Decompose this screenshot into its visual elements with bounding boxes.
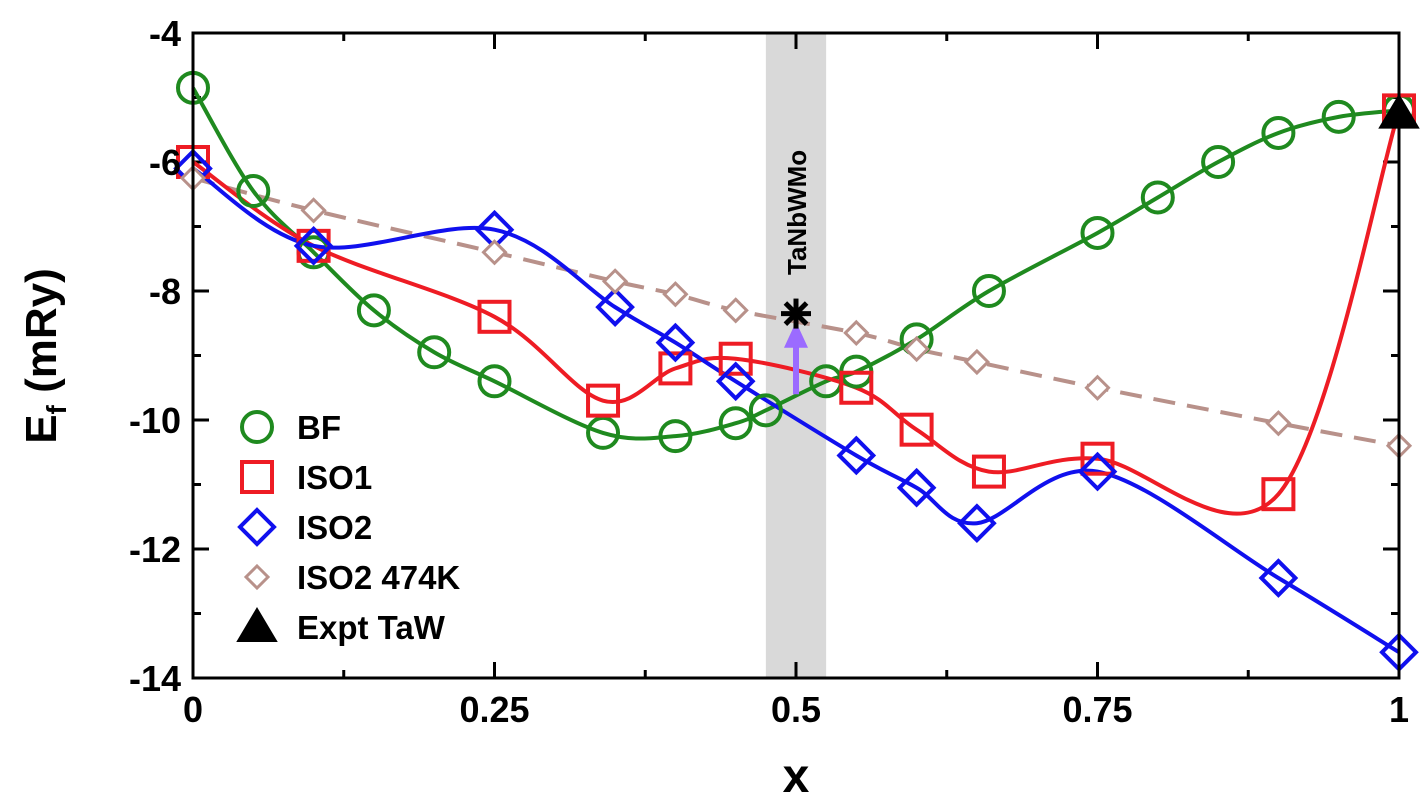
marker-iso2 xyxy=(957,503,997,544)
y-axis-title: Ef (mRy) xyxy=(17,268,72,444)
legend-marker-iso2-474k xyxy=(243,563,271,591)
marker-iso1 xyxy=(899,412,934,447)
marker-iso2 xyxy=(293,226,334,266)
y-tick-label: -6 xyxy=(149,142,181,183)
marker-iso2 xyxy=(896,467,937,508)
legend-marker-iso1 xyxy=(240,460,274,494)
marker-bf xyxy=(1321,99,1356,134)
marker-bf xyxy=(477,364,512,399)
legend-marker-expt-taw xyxy=(236,607,278,642)
marker-iso1 xyxy=(971,454,1006,489)
y-axis-title-unit: (mRy) xyxy=(17,268,66,405)
marker-iso1 xyxy=(718,341,753,376)
x-tick-label: 0.25 xyxy=(459,689,529,730)
marker-iso2-474k xyxy=(601,268,629,295)
marker-bf xyxy=(356,293,391,328)
marker-bf xyxy=(718,406,753,441)
marker-iso1 xyxy=(658,351,693,386)
marker-iso2-474k xyxy=(903,335,930,363)
arrow-head xyxy=(784,321,808,348)
marker-bf xyxy=(586,415,621,450)
marker-iso2 xyxy=(715,361,756,402)
y-axis-title-main: E xyxy=(17,414,66,443)
y-tick-label: -10 xyxy=(129,400,181,441)
marker-bf xyxy=(658,419,693,454)
annotation-layer: TaNbWMo xyxy=(781,150,812,395)
marker-iso2 xyxy=(1258,558,1299,598)
marker-bf xyxy=(1080,215,1115,250)
marker-iso2-474k xyxy=(481,239,508,266)
marker-iso2 xyxy=(836,435,877,476)
legend-label-bf: BF xyxy=(297,409,341,446)
legend-label-iso1: ISO1 xyxy=(297,459,372,496)
legend-label-expt-taw: Expt TaW xyxy=(297,609,446,646)
marker-iso2-474k xyxy=(662,281,689,308)
plot-frame xyxy=(191,31,1401,680)
marker-bf xyxy=(236,174,271,209)
y-tick-label: -12 xyxy=(129,529,181,570)
marker-iso2-474k xyxy=(722,297,749,324)
marker-bf xyxy=(971,274,1006,308)
marker-iso1 xyxy=(1080,441,1115,476)
tanbwmo-label: TaNbWMo xyxy=(782,150,812,275)
legend-label-iso2-474k: ISO2 474K xyxy=(297,559,460,596)
marker-iso2 xyxy=(595,287,635,327)
x-tick-label: 1 xyxy=(1389,689,1409,730)
marker-iso2-474k xyxy=(963,348,991,376)
star-marker-stroke xyxy=(783,301,809,326)
marker-iso2-474k xyxy=(300,197,327,224)
marker-bf xyxy=(1140,180,1175,215)
marker-iso2-474k xyxy=(843,319,870,347)
marker-iso1 xyxy=(477,299,512,334)
series-line-bf xyxy=(191,86,1400,441)
y-tick-label: -14 xyxy=(129,658,181,699)
marker-bf xyxy=(1261,115,1296,150)
y-axis-title-subscript: f xyxy=(41,404,72,414)
marker-iso1 xyxy=(586,383,621,418)
marker-bf xyxy=(417,335,452,370)
y-tick-label: -8 xyxy=(149,271,181,312)
marker-bf xyxy=(748,393,783,428)
legend: BF ISO1 ISO2 ISO2 474K Expt TaW xyxy=(236,409,460,646)
tick-labels-layer: 0 0.25 0.5 0.75 1 -14 -12 -10 -8 -6 -4 xyxy=(129,13,1409,730)
marker-iso2 xyxy=(1077,451,1118,492)
marker-iso2-474k xyxy=(1084,374,1111,401)
x-tick-label: 0.75 xyxy=(1062,689,1132,730)
marker-iso1 xyxy=(839,370,874,405)
marker-iso2 xyxy=(655,322,696,363)
series-line-iso2 xyxy=(191,166,1401,654)
marker-iso1 xyxy=(1261,477,1296,512)
marker-iso2-474k xyxy=(1265,410,1292,437)
x-tick-label: 0 xyxy=(183,689,203,730)
legend-label-iso2: ISO2 xyxy=(297,509,372,546)
y-tick-label: -4 xyxy=(149,13,181,54)
x-tick-label: 0.5 xyxy=(771,689,821,730)
x-axis-title: x xyxy=(783,750,810,802)
legend-marker-iso2 xyxy=(237,507,277,547)
legend-marker-bf xyxy=(240,410,274,444)
marker-bf xyxy=(1201,145,1236,179)
